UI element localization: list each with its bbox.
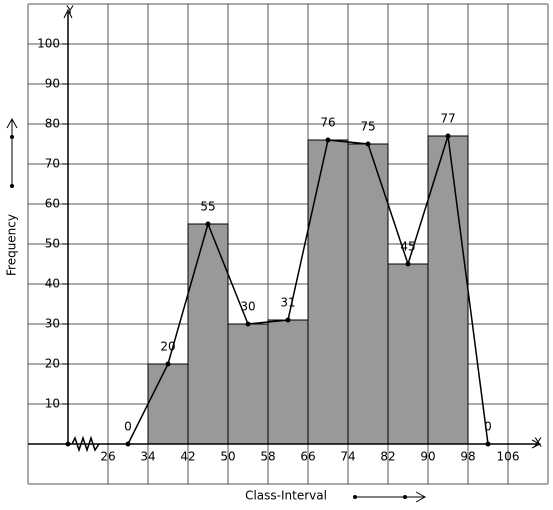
y-tick-label: 20 [45, 357, 60, 371]
data-label: 76 [320, 116, 335, 130]
bar [347, 143, 389, 445]
y-arrow [63, 8, 73, 19]
arrow-head [415, 491, 427, 503]
data-label: 0 [124, 420, 132, 434]
x-tick-label: 42 [180, 450, 195, 464]
y-tick-label: 30 [45, 317, 60, 331]
arrow-dot [353, 495, 357, 499]
decor-arrows [6, 117, 427, 503]
data-label: 55 [200, 200, 215, 214]
axis-break [71, 435, 100, 453]
polygon-point [445, 133, 451, 139]
data-label: 20 [160, 340, 175, 354]
y-tick-label: 80 [45, 117, 60, 131]
y-tick-label: 90 [45, 77, 60, 91]
bar [267, 319, 309, 445]
data-label: 31 [280, 296, 295, 310]
y-tick-label: 100 [37, 37, 60, 51]
bar [307, 139, 349, 445]
data-label: 0 [484, 420, 492, 434]
data-label: 30 [240, 300, 255, 314]
bar [387, 263, 429, 445]
y-tick-label: 10 [45, 397, 60, 411]
x-axis-label: Class-Interval [245, 489, 327, 503]
x-tick-label: 66 [300, 450, 315, 464]
x-tick-label: 26 [100, 450, 115, 464]
polygon-point [285, 317, 291, 323]
x-tick-label: 98 [460, 450, 475, 464]
y-tick-label: 60 [45, 197, 60, 211]
bar [147, 363, 189, 445]
polygon-point [405, 261, 411, 267]
x-arrow [531, 439, 542, 449]
y-tick-label: 70 [45, 157, 60, 171]
arrow-dot [403, 495, 407, 499]
x-tick-label: 50 [220, 450, 235, 464]
x-tick-label: 82 [380, 450, 395, 464]
frequency-polygon [127, 135, 489, 445]
y-tick-label: 40 [45, 277, 60, 291]
polygon-point [245, 321, 251, 327]
x-tick-label: 74 [340, 450, 355, 464]
origin [65, 441, 71, 447]
y-axis-label: Frequency [5, 214, 19, 276]
x-tick-label: 34 [140, 450, 155, 464]
x-tick-label: 58 [260, 450, 275, 464]
bar [427, 135, 469, 445]
polygon-point [165, 361, 171, 367]
bar [227, 323, 269, 445]
arrow-head [6, 117, 18, 129]
y-tick-label: 50 [45, 237, 60, 251]
x-tick-label: 106 [497, 450, 520, 464]
arrow-dot [10, 135, 14, 139]
plot: 26 34 42 50 58 66 74 82 90 98 106 10 20 30 40 50 60 70 80 9… [28, 4, 548, 484]
x-tick-label: 90 [420, 450, 435, 464]
data-label: 77 [440, 112, 455, 126]
arrow-dot [10, 184, 14, 188]
x-axis-name: X [534, 436, 542, 450]
polygon-point [365, 141, 371, 147]
polygon-point [325, 137, 331, 143]
y-axis-name: Y [65, 4, 74, 18]
data-label: 45 [400, 240, 415, 254]
data-label: 75 [360, 120, 375, 134]
polygon-point [205, 221, 211, 227]
